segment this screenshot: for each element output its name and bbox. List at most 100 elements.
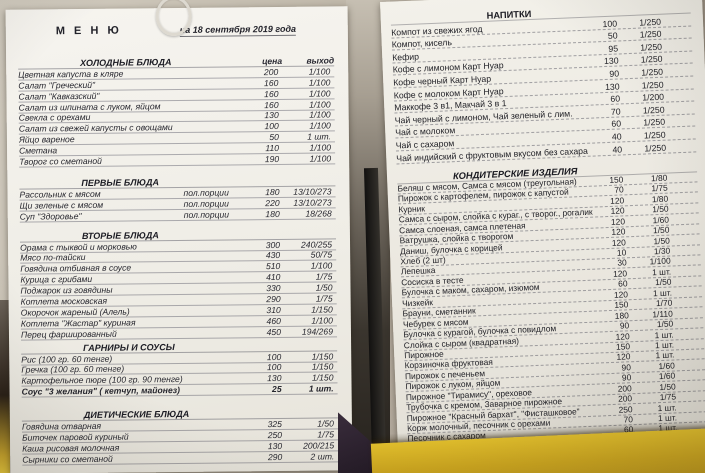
item-price: 90: [619, 320, 630, 331]
item-price: 290: [267, 451, 283, 462]
item-price: 120: [610, 205, 625, 217]
item-portion: 50/75: [310, 249, 333, 261]
section-heading: НАПИТКИ: [486, 8, 532, 21]
item-price: 180: [265, 208, 280, 219]
item-portion: 1/200: [642, 91, 665, 103]
item-portion: 1/100: [311, 315, 333, 326]
item-note: пол.порции: [183, 209, 230, 220]
item-portion: 1/100: [308, 66, 331, 77]
item-price: 60: [610, 93, 621, 104]
section-heading: ХОЛОДНЫЕ БЛЮДА: [80, 57, 172, 69]
item-price: 130: [264, 110, 279, 121]
stand-left-edge: [0, 300, 10, 473]
item-name: Суп "Здоровье": [19, 210, 82, 222]
item-price: 150: [609, 174, 624, 185]
menu-section: ДИЕТИЧЕСКИЕ БЛЮДА Говядина отварная 325 1/5…: [21, 404, 339, 466]
right-menu-page: НАПИТКИ Компот из свежих ягод 100 1/250 Комп…: [380, 0, 705, 454]
item-portion: 1/250: [642, 104, 665, 116]
item-price: 100: [264, 121, 279, 132]
item-price: 70: [614, 184, 624, 196]
item-price: 130: [267, 440, 283, 452]
item-price: 60: [617, 278, 628, 290]
item-portion: 240/255: [300, 238, 333, 250]
item-price: 325: [267, 419, 282, 430]
item-portion: 1/250: [641, 79, 664, 91]
item-portion: 1/75: [315, 271, 333, 282]
item-price: 90: [609, 68, 620, 79]
menu-item-row: Творог со сметаной 190 1/100: [19, 153, 336, 168]
item-portion: 1/50: [317, 418, 334, 429]
item-note: пол.порции: [183, 198, 229, 209]
item-portion: 1/250: [643, 129, 666, 141]
menu-section: ВТОРЫЕ БЛЮДА Орама с тыквой и морковью 300…: [19, 225, 338, 341]
item-price: 290: [266, 293, 281, 305]
item-price: 120: [613, 289, 629, 300]
item-price: 510: [265, 261, 281, 272]
item-price: 250: [618, 403, 633, 415]
item-portion: 1/75: [317, 429, 335, 440]
item-portion: 1/150: [311, 304, 333, 315]
item-price: 150: [614, 299, 629, 311]
menu-item-row: Соус "3 желания" ( кетчуп, майонез) 25 1 ш…: [22, 384, 338, 398]
menu-section: КОНДИТЕРСКИЕ ИЗДЕЛИЯ Беляш с мясом, Самса…: [396, 157, 705, 445]
item-price: 120: [610, 216, 626, 227]
item-price: 310: [266, 304, 281, 316]
menu-section: НАПИТКИ Компот из свежих ягод 100 1/250 Комп…: [390, 0, 697, 164]
item-price: 160: [264, 88, 279, 99]
item-portion: 200/215: [303, 440, 335, 451]
price-column-header: цена: [262, 55, 283, 67]
item-portion: 1/250: [643, 117, 666, 128]
item-portion: 1/250: [640, 54, 663, 65]
item-portion: 1/150: [311, 361, 334, 373]
item-price: 40: [612, 143, 623, 155]
item-portion: 1/100: [309, 153, 332, 164]
item-price: 190: [264, 153, 280, 165]
item-price: 10: [616, 247, 627, 258]
item-price: 120: [611, 226, 626, 238]
item-name: Сырники со сметаной: [22, 453, 113, 465]
item-portion: 1/250: [641, 66, 664, 78]
item-portion: 194/269: [301, 326, 334, 337]
item-portion: 1/100: [308, 77, 331, 88]
menu-section: ГАРНИРЫ И СОУСЫ Рис (100 гр. 60 тенге) 100…: [21, 337, 338, 398]
item-price: 300: [265, 239, 281, 250]
item-name: Щи зеленые с мясом: [19, 199, 104, 211]
item-price: 220: [265, 197, 280, 208]
item-portion: 1/100: [308, 88, 331, 99]
item-price: 120: [615, 330, 630, 342]
item-price: 40: [611, 131, 622, 142]
column-headers: цена выход: [252, 55, 334, 66]
item-price: 110: [265, 143, 280, 154]
menu-section: ХОЛОДНЫЕ БЛЮДА цена выход Цветная капуста в…: [18, 52, 336, 168]
item-price: 90: [621, 362, 632, 373]
item-price: 250: [267, 429, 283, 441]
item-price: 120: [609, 195, 625, 206]
item-name: Соус "3 желания" ( кетчуп, майонез): [21, 385, 181, 397]
item-price: 25: [271, 384, 282, 395]
item-price: 160: [264, 99, 279, 110]
item-price: 330: [266, 283, 281, 294]
item-price: 120: [611, 236, 627, 248]
item-portion: 1/100: [309, 98, 331, 110]
item-price: 200: [617, 382, 632, 394]
item-price: 130: [267, 373, 282, 384]
item-price: 100: [266, 351, 282, 362]
item-note: пол.порции: [183, 187, 229, 198]
item-portion: 1/250: [644, 142, 667, 154]
item-price: 70: [610, 106, 621, 117]
item-price: 130: [604, 81, 620, 92]
item-portion: 1 шт.: [307, 131, 331, 142]
item-price: 160: [263, 77, 279, 88]
item-price: 30: [617, 257, 627, 269]
item-name: Рассольник с мясом: [19, 188, 101, 200]
item-price: 130: [603, 55, 619, 67]
item-portion: 1/250: [640, 41, 663, 53]
portion-column-header: выход: [306, 55, 335, 66]
item-portion: 1/75: [315, 293, 333, 304]
item-portion: 1/250: [639, 16, 662, 28]
item-portion: 18/268: [305, 208, 332, 219]
item-price: 120: [616, 351, 631, 363]
item-price: 180: [614, 309, 629, 321]
item-portion: 1/250: [639, 28, 662, 40]
item-price: 410: [265, 272, 281, 283]
